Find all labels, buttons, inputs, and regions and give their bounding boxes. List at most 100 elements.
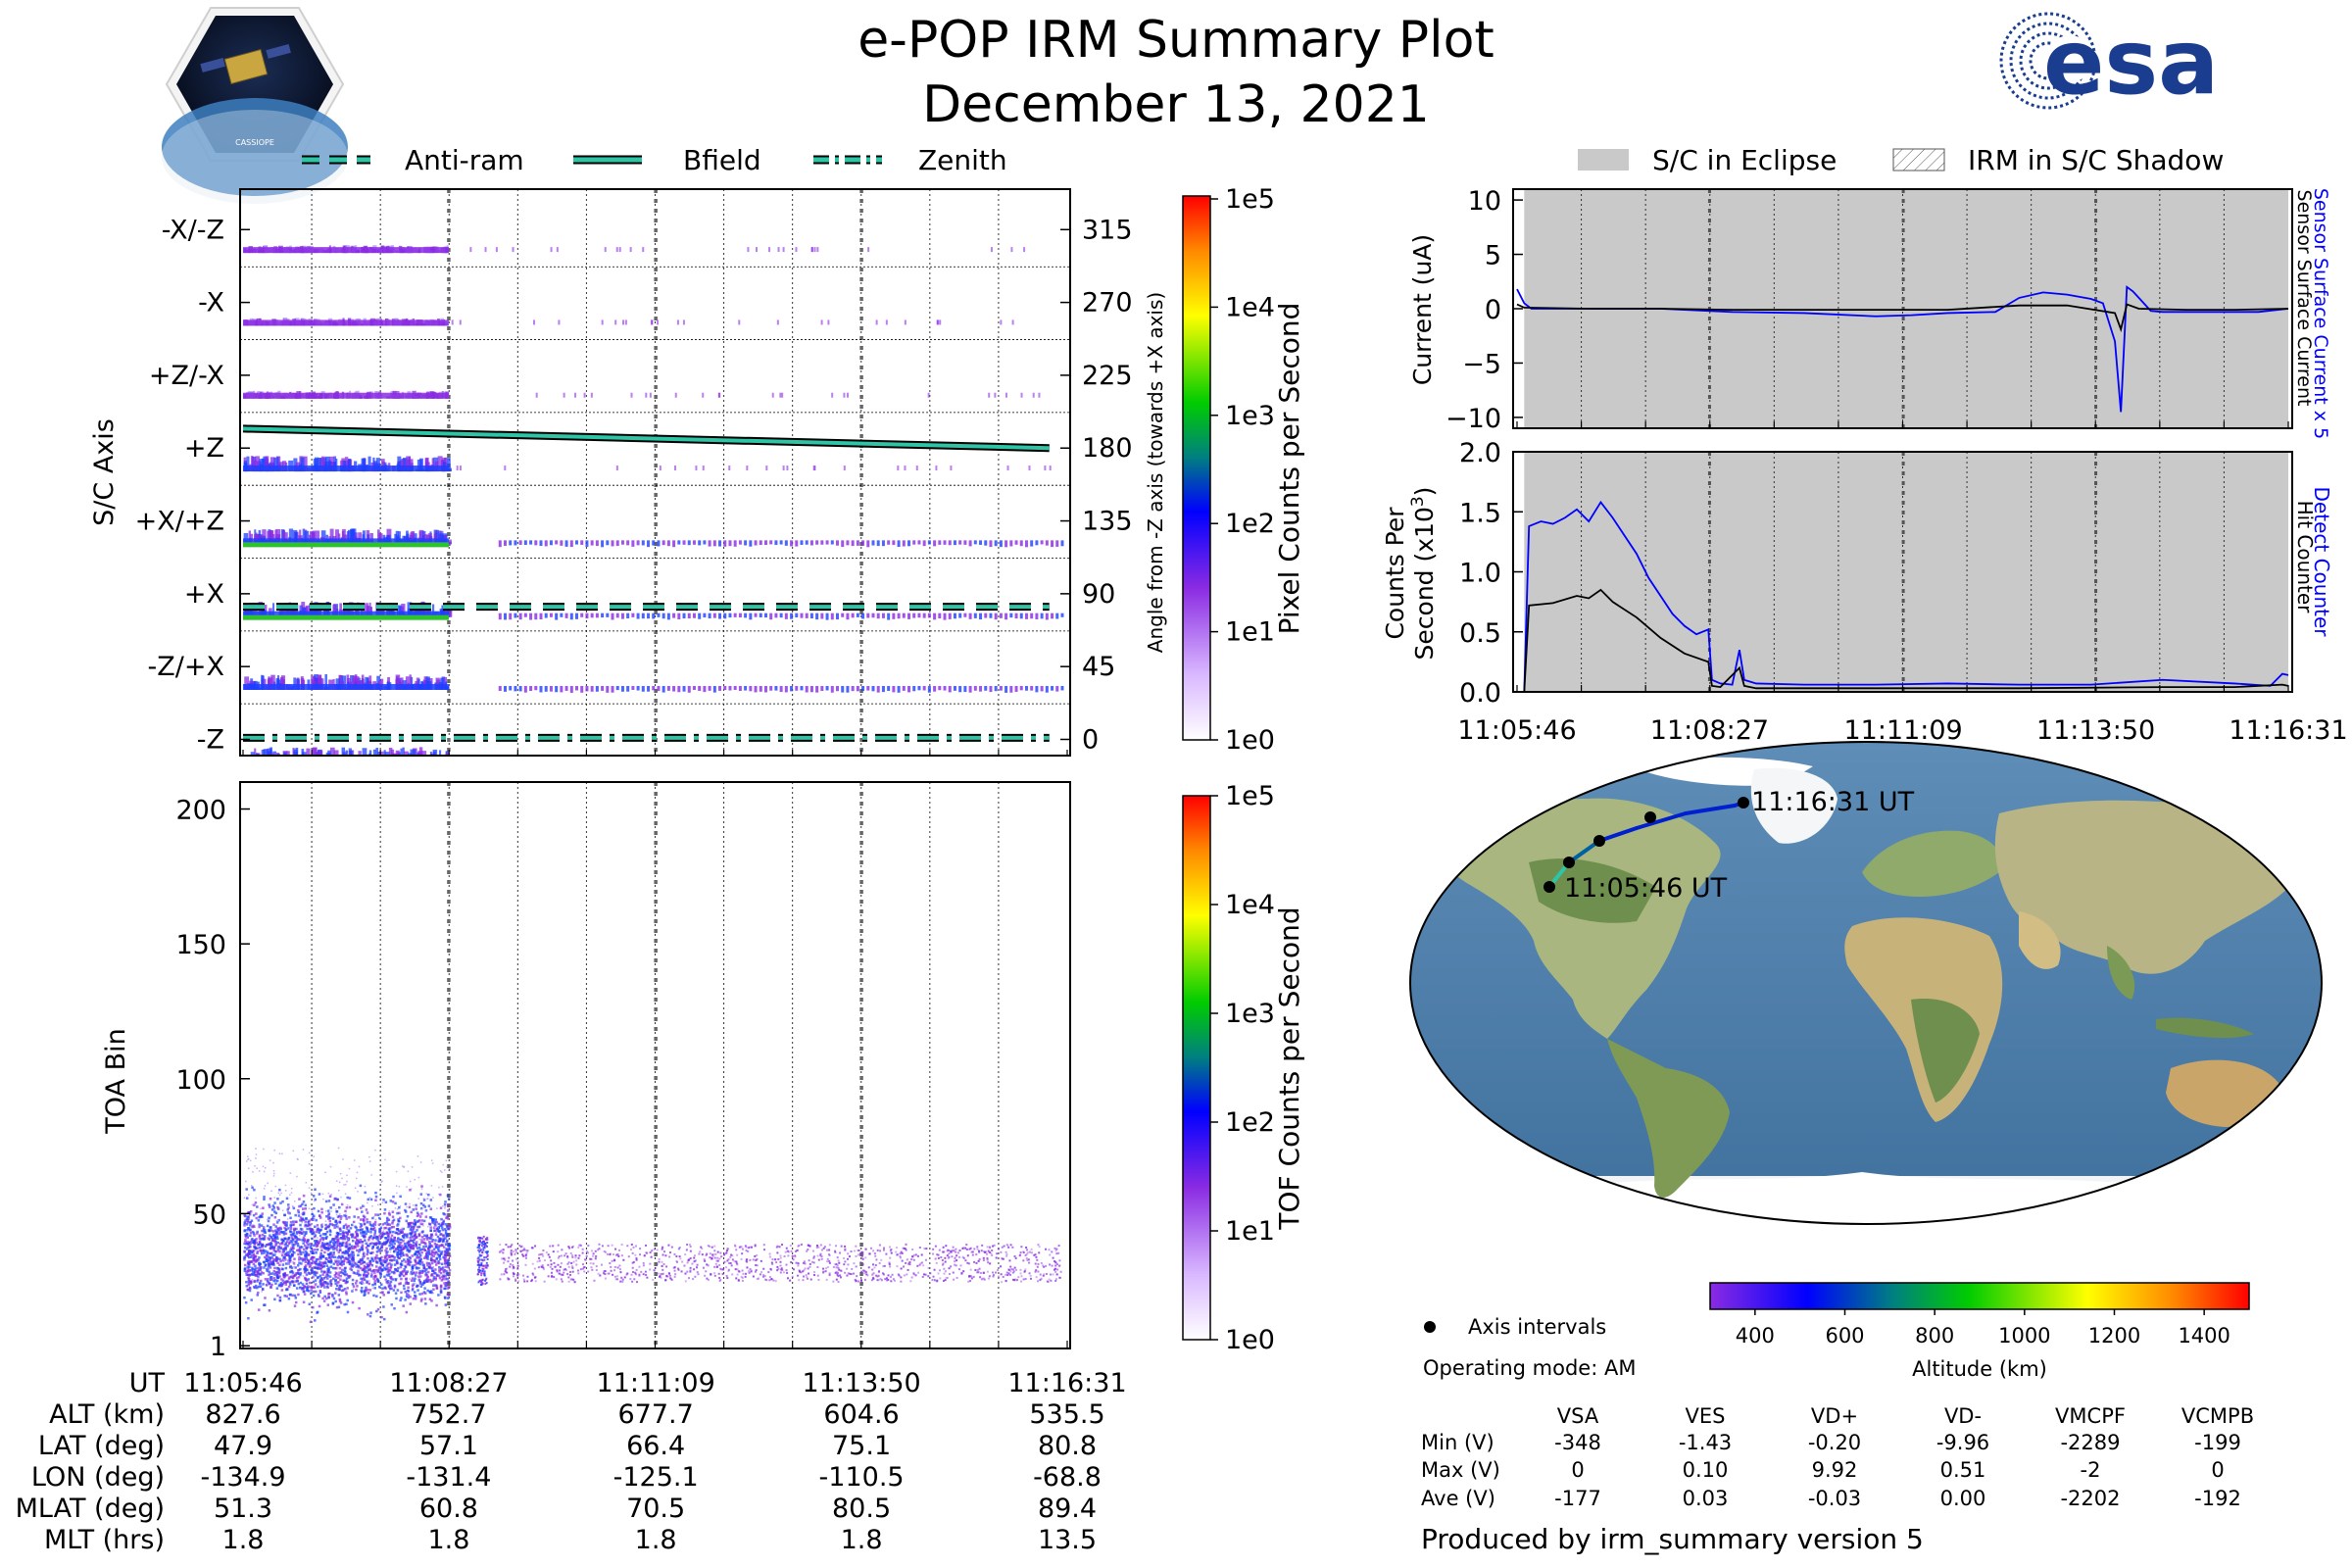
pixel-later-cell: [820, 540, 824, 545]
pixel-later-cell: [826, 759, 829, 764]
pixel-later-cell: [892, 612, 896, 619]
tof-cell: [346, 1287, 349, 1290]
pixel-cell: [248, 530, 252, 545]
tof-cell: [391, 1270, 394, 1274]
tof-cell: [379, 1274, 382, 1278]
pixel-later-cell: [876, 540, 880, 547]
pixel-cell: [448, 539, 452, 545]
pixel-cell: [350, 675, 355, 690]
pixel-later-cell: [872, 759, 875, 763]
tof-cell: [257, 1258, 260, 1261]
tof-cell: [390, 1243, 394, 1247]
tof-cell: [294, 1297, 298, 1299]
pixel-sparse-cell: [615, 466, 618, 471]
tof-sparse-cell: [312, 1208, 315, 1210]
tof-cell: [299, 1272, 303, 1275]
tof-cell: [448, 1225, 452, 1229]
tof-sparse-cell: [328, 1283, 331, 1286]
tof-cell: [325, 1230, 329, 1234]
pixel-later-cell: [544, 612, 548, 618]
pixel-later-cell: [861, 759, 864, 765]
pixel-later-cell: [1004, 612, 1008, 620]
pixel-cell: [425, 760, 428, 762]
pixel-later-cell: [728, 685, 732, 691]
pixel-right-tick-label: 270: [1082, 288, 1133, 318]
pixel-sparse-cell: [843, 466, 846, 471]
pixel-later-cell: [1035, 612, 1039, 619]
pixel-sparse-cell: [746, 466, 749, 471]
tof-cell: [330, 1246, 333, 1250]
pixel-sparse-cell: [1038, 392, 1041, 398]
tof-cell: [348, 1197, 352, 1200]
tof-cell: [431, 1250, 434, 1254]
pixel-later-cell: [672, 540, 676, 548]
tof-cell: [256, 1294, 260, 1297]
tof-cell: [383, 1232, 387, 1236]
pixel-later-cell: [754, 612, 758, 617]
tof-cell: [357, 1253, 360, 1257]
tof-cell: [384, 1249, 387, 1252]
pixel-later-cell: [825, 685, 829, 691]
tof-cell: [370, 1270, 373, 1273]
pixel-later-cell: [1019, 540, 1023, 547]
tof-sparse-cell: [367, 1242, 368, 1244]
tof-cell: [273, 1210, 276, 1213]
pixel-cell: [246, 760, 250, 763]
tof-cell: [428, 1278, 432, 1282]
tof-cell: [279, 1281, 283, 1285]
pixel-later-cell: [1035, 540, 1039, 546]
tof-cell: [427, 1251, 430, 1254]
tof-cell: [320, 1283, 324, 1287]
pixel-cell: [352, 758, 354, 763]
tof-cell: [244, 1234, 248, 1237]
tof-sparse-cell: [280, 1192, 282, 1195]
tof-cell: [257, 1308, 261, 1311]
tof-cell: [367, 1230, 369, 1234]
tof-cell: [301, 1283, 305, 1286]
tof-cell: [338, 1246, 342, 1249]
tof-sparse-cell: [283, 1259, 285, 1261]
tof-cell: [446, 1217, 450, 1220]
pixel-later-cell: [539, 685, 543, 693]
pixel-later-cell: [795, 759, 798, 765]
tof-cell: [275, 1235, 279, 1239]
tof-cell: [393, 1255, 396, 1259]
tof-cell: [319, 1276, 323, 1280]
tof-cell: [292, 1233, 295, 1236]
tof-sparse-cell: [415, 1282, 416, 1285]
tof-cell: [323, 1260, 326, 1264]
pixel-cell: [417, 758, 420, 763]
tof-cell: [371, 1283, 374, 1287]
tof-cell: [357, 1216, 360, 1219]
tof-sparse-cell: [434, 1279, 437, 1281]
tof-cell: [339, 1301, 343, 1304]
tof-cell: [429, 1290, 433, 1293]
pixel-sparse-cell: [535, 392, 538, 398]
pixel-cell: [385, 756, 390, 762]
tof-sparse-cell: [433, 1283, 435, 1286]
tof-cell: [355, 1262, 358, 1266]
tof-cell: [423, 1298, 427, 1300]
pixel-cell: [330, 747, 335, 756]
tof-cell: [313, 1286, 317, 1289]
pixel-later-cell: [835, 685, 839, 692]
tof-cell: [262, 1283, 265, 1286]
tof-cell: [326, 1259, 330, 1263]
tof-cell: [438, 1250, 441, 1252]
pixel-later-cell: [887, 759, 890, 764]
tof-cell: [380, 1269, 384, 1272]
tof-cell: [406, 1293, 409, 1296]
pixel-cell: [265, 758, 268, 762]
pixel-cell: [272, 603, 275, 617]
tof-cell: [334, 1260, 338, 1264]
pixel-sparse-cell: [988, 392, 991, 398]
tof-cell: [264, 1250, 268, 1252]
tof-cell: [339, 1278, 342, 1281]
tof-cell: [411, 1287, 415, 1290]
tof-sparse-cell: [410, 1249, 412, 1250]
tof-sparse-cell: [261, 1291, 263, 1293]
pixel-later-cell: [790, 612, 794, 619]
pixel-cell: [359, 757, 364, 762]
pixel-later-cell: [861, 540, 865, 546]
tof-cell: [264, 1303, 267, 1306]
